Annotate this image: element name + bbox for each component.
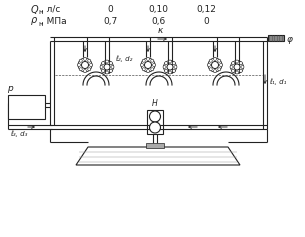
Circle shape [81, 61, 88, 68]
Circle shape [84, 58, 87, 60]
Circle shape [146, 69, 149, 73]
Circle shape [174, 65, 177, 68]
Text: 0: 0 [203, 17, 209, 26]
Bar [8, 95, 45, 119]
Text: 0,6: 0,6 [151, 17, 165, 26]
Text: , л/с: , л/с [41, 5, 60, 14]
Circle shape [241, 65, 244, 68]
Circle shape [149, 122, 160, 133]
Bar [147, 110, 163, 134]
Circle shape [230, 65, 233, 68]
Circle shape [172, 69, 175, 72]
Circle shape [142, 59, 145, 62]
Circle shape [152, 64, 156, 67]
Text: ℓ₁, d₁: ℓ₁, d₁ [269, 79, 286, 85]
Circle shape [235, 71, 239, 74]
Text: , МПа: , МПа [41, 17, 66, 26]
Circle shape [79, 59, 82, 62]
Circle shape [102, 62, 105, 65]
Text: ℓ₂, d₂: ℓ₂, d₂ [115, 56, 132, 62]
Polygon shape [76, 147, 240, 165]
Text: p: p [7, 84, 13, 93]
Circle shape [163, 65, 166, 68]
Text: 0,12: 0,12 [196, 5, 216, 14]
Text: 0,7: 0,7 [103, 17, 117, 26]
Circle shape [88, 59, 91, 62]
Circle shape [207, 64, 210, 67]
Circle shape [239, 62, 242, 65]
Text: 0: 0 [107, 5, 113, 14]
Circle shape [79, 68, 82, 71]
Text: $\rho$: $\rho$ [30, 15, 38, 27]
Circle shape [88, 68, 91, 71]
Circle shape [77, 64, 81, 67]
Bar [268, 35, 284, 41]
Circle shape [106, 71, 109, 74]
Circle shape [234, 64, 240, 70]
Circle shape [218, 68, 221, 71]
Circle shape [231, 62, 235, 65]
Circle shape [142, 68, 145, 71]
Circle shape [220, 64, 223, 67]
Circle shape [172, 62, 175, 65]
Circle shape [89, 64, 92, 67]
Text: ℓ₃, d₃: ℓ₃, d₃ [10, 131, 27, 137]
Text: н: н [38, 9, 42, 15]
Bar [146, 143, 164, 148]
Text: φ: φ [287, 35, 293, 44]
Circle shape [106, 60, 109, 63]
Circle shape [239, 69, 242, 72]
Circle shape [218, 59, 221, 62]
Circle shape [235, 60, 239, 63]
Circle shape [145, 61, 152, 68]
Text: н: н [38, 21, 42, 27]
Circle shape [84, 69, 87, 73]
Circle shape [151, 59, 154, 62]
Circle shape [104, 64, 110, 70]
Circle shape [100, 65, 103, 68]
Text: H: H [152, 99, 158, 108]
Circle shape [168, 60, 171, 63]
Circle shape [151, 68, 154, 71]
Circle shape [141, 64, 143, 67]
Circle shape [146, 58, 149, 60]
Text: $Q$: $Q$ [30, 3, 39, 15]
Circle shape [109, 69, 112, 72]
Circle shape [209, 68, 212, 71]
Circle shape [149, 111, 160, 122]
Text: 0,10: 0,10 [148, 5, 168, 14]
Circle shape [102, 69, 105, 72]
Text: κ: κ [157, 26, 163, 35]
Circle shape [111, 65, 114, 68]
Circle shape [165, 69, 168, 72]
Circle shape [214, 58, 217, 60]
Circle shape [231, 69, 235, 72]
Circle shape [211, 61, 218, 68]
Circle shape [214, 69, 217, 73]
Circle shape [168, 71, 171, 74]
Circle shape [167, 64, 173, 70]
Circle shape [109, 62, 112, 65]
Circle shape [209, 59, 212, 62]
Circle shape [165, 62, 168, 65]
